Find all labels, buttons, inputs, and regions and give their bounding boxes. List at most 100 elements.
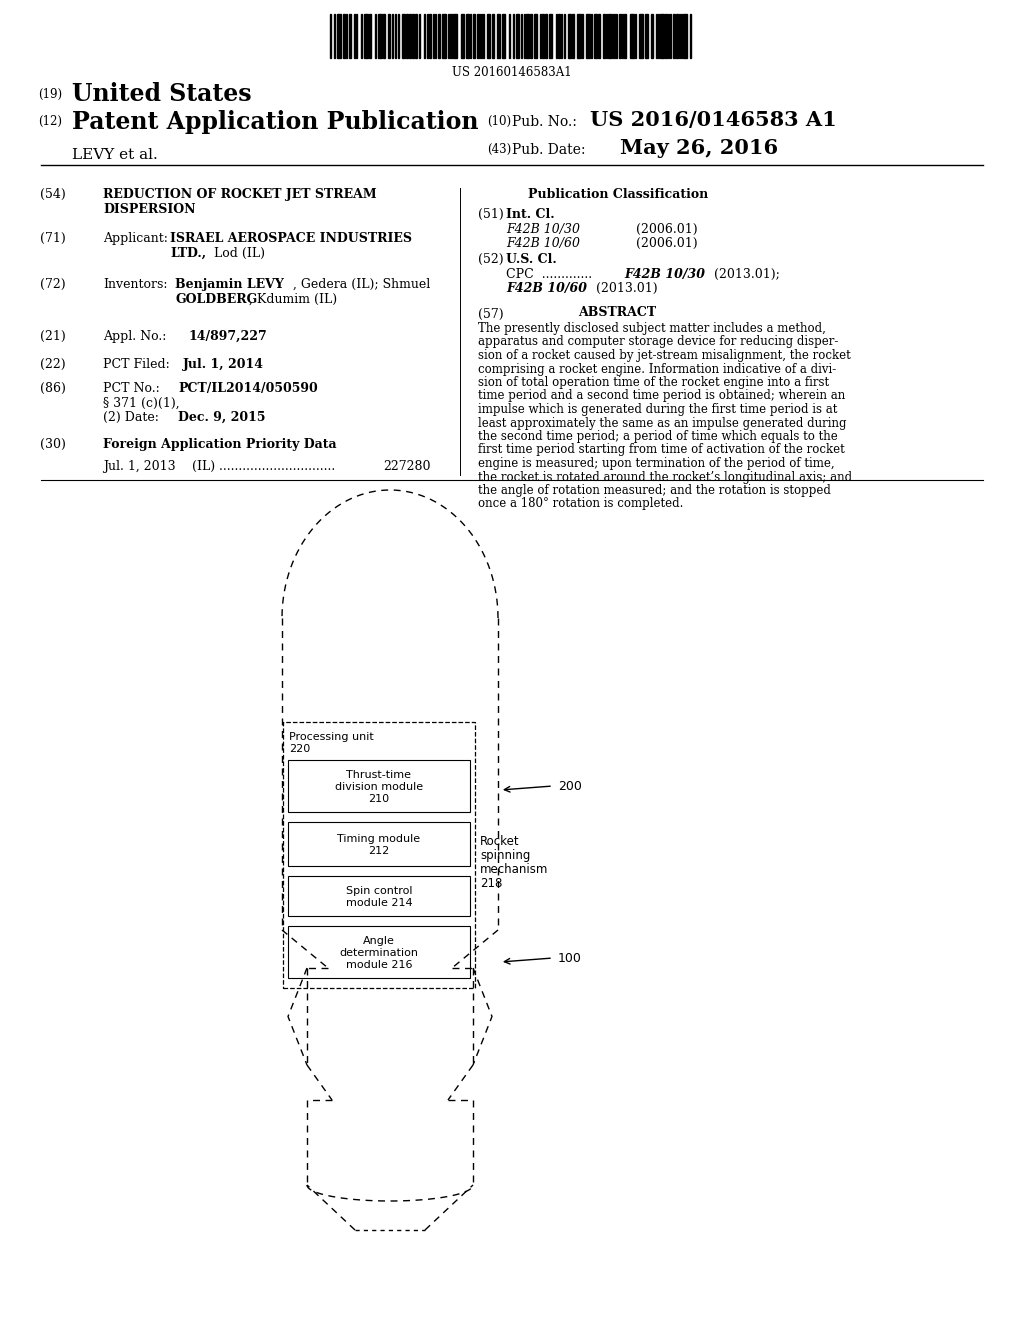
- Text: Foreign Application Priority Data: Foreign Application Priority Data: [103, 438, 337, 451]
- Text: (22): (22): [40, 358, 66, 371]
- Text: the rocket is rotated around the rocket’s longitudinal axis; and: the rocket is rotated around the rocket’…: [478, 470, 852, 483]
- Text: (10): (10): [487, 115, 511, 128]
- Text: 200: 200: [558, 780, 582, 792]
- Text: DISPERSION: DISPERSION: [103, 203, 196, 216]
- Bar: [598, 15, 600, 58]
- Text: 210: 210: [369, 795, 389, 804]
- Text: F42B 10/30: F42B 10/30: [624, 268, 705, 281]
- Text: PCT Filed:: PCT Filed:: [103, 358, 170, 371]
- Text: LTD.,: LTD.,: [170, 247, 206, 260]
- Bar: [388, 15, 390, 58]
- Bar: [453, 15, 457, 58]
- Text: first time period starting from time of activation of the rocket: first time period starting from time of …: [478, 444, 845, 457]
- Bar: [438, 15, 440, 58]
- Text: Appl. No.:: Appl. No.:: [103, 330, 166, 343]
- Bar: [497, 15, 500, 58]
- Text: F42B 10/30: F42B 10/30: [506, 223, 580, 236]
- Text: ISRAEL AEROSPACE INDUSTRIES: ISRAEL AEROSPACE INDUSTRIES: [170, 232, 412, 246]
- Text: (43): (43): [487, 143, 511, 156]
- Bar: [337, 15, 341, 58]
- Text: Jul. 1, 2014: Jul. 1, 2014: [183, 358, 264, 371]
- Bar: [651, 15, 653, 58]
- Text: May 26, 2016: May 26, 2016: [620, 139, 778, 158]
- Text: Int. Cl.: Int. Cl.: [506, 209, 555, 220]
- Text: Jul. 1, 2013: Jul. 1, 2013: [103, 459, 176, 473]
- Bar: [549, 15, 552, 58]
- Bar: [349, 15, 351, 58]
- Text: Publication Classification: Publication Classification: [528, 187, 709, 201]
- Text: (21): (21): [40, 330, 66, 343]
- Text: (52): (52): [478, 253, 504, 267]
- Text: spinning: spinning: [480, 849, 530, 862]
- Bar: [639, 15, 643, 58]
- Text: U.S. Cl.: U.S. Cl.: [506, 253, 557, 267]
- Bar: [608, 15, 611, 58]
- Text: sion of total operation time of the rocket engine into a first: sion of total operation time of the rock…: [478, 376, 829, 389]
- Text: (57): (57): [478, 308, 504, 321]
- Text: (2006.01): (2006.01): [636, 223, 697, 236]
- Text: (2) Date:: (2) Date:: [103, 411, 159, 424]
- Text: Pub. Date:: Pub. Date:: [512, 143, 586, 157]
- Text: (51): (51): [478, 209, 504, 220]
- Text: Patent Application Publication: Patent Application Publication: [72, 110, 478, 135]
- Text: , Kdumim (IL): , Kdumim (IL): [249, 293, 337, 306]
- Text: (IL): (IL): [193, 459, 215, 473]
- Text: mechanism: mechanism: [480, 863, 549, 876]
- Text: the angle of rotation measured; and the rotation is stopped: the angle of rotation measured; and the …: [478, 484, 830, 498]
- Text: 14/897,227: 14/897,227: [188, 330, 266, 343]
- Text: module 216: module 216: [346, 960, 413, 970]
- Text: sion of a rocket caused by jet-stream misalignment, the rocket: sion of a rocket caused by jet-stream mi…: [478, 348, 851, 362]
- Text: 100: 100: [558, 952, 582, 965]
- Text: (2013.01): (2013.01): [596, 282, 657, 294]
- Text: apparatus and computer storage device for reducing disper-: apparatus and computer storage device fo…: [478, 335, 839, 348]
- Bar: [378, 15, 382, 58]
- Bar: [526, 15, 529, 58]
- Text: (12): (12): [38, 115, 62, 128]
- Text: LEVY et al.: LEVY et al.: [72, 148, 158, 162]
- Bar: [577, 15, 581, 58]
- Text: United States: United States: [72, 82, 252, 106]
- Text: ..............................: ..............................: [215, 459, 339, 473]
- Bar: [660, 15, 664, 58]
- Text: F42B 10/60: F42B 10/60: [506, 282, 587, 294]
- Bar: [412, 15, 414, 58]
- Bar: [288, 822, 470, 866]
- Text: Spin control: Spin control: [346, 886, 413, 896]
- Text: division module: division module: [335, 781, 423, 792]
- Text: (86): (86): [40, 381, 66, 395]
- Bar: [586, 15, 590, 58]
- Bar: [364, 15, 368, 58]
- Text: REDUCTION OF ROCKET JET STREAM: REDUCTION OF ROCKET JET STREAM: [103, 187, 377, 201]
- Bar: [542, 15, 544, 58]
- Bar: [409, 15, 411, 58]
- Text: 227280: 227280: [383, 459, 430, 473]
- Bar: [683, 15, 687, 58]
- Bar: [492, 15, 494, 58]
- Bar: [288, 927, 470, 978]
- Text: The presently disclosed subject matter includes a method,: The presently disclosed subject matter i…: [478, 322, 826, 335]
- Text: impulse which is generated during the first time period is at: impulse which is generated during the fi…: [478, 403, 838, 416]
- Bar: [594, 15, 597, 58]
- Text: (30): (30): [40, 438, 66, 451]
- Text: (54): (54): [40, 187, 66, 201]
- Text: ABSTRACT: ABSTRACT: [578, 306, 656, 319]
- Text: Applicant:: Applicant:: [103, 232, 168, 246]
- Bar: [673, 15, 675, 58]
- Text: 218: 218: [480, 876, 503, 890]
- Text: module 214: module 214: [346, 898, 413, 908]
- Text: Angle: Angle: [364, 936, 395, 946]
- Bar: [450, 15, 452, 58]
- Text: time period and a second time period is obtained; wherein an: time period and a second time period is …: [478, 389, 845, 403]
- Text: Pub. No.:: Pub. No.:: [512, 115, 577, 129]
- Text: (19): (19): [38, 88, 62, 102]
- Bar: [487, 15, 490, 58]
- Text: engine is measured; upon termination of the period of time,: engine is measured; upon termination of …: [478, 457, 835, 470]
- Bar: [369, 15, 371, 58]
- Text: CPC  .............: CPC .............: [506, 268, 592, 281]
- Text: F42B 10/60: F42B 10/60: [506, 238, 580, 249]
- Text: Inventors:: Inventors:: [103, 279, 168, 290]
- Bar: [288, 876, 470, 916]
- Bar: [558, 15, 560, 58]
- Text: GOLDBERG: GOLDBERG: [175, 293, 257, 306]
- Text: US 2016/0146583 A1: US 2016/0146583 A1: [590, 110, 837, 129]
